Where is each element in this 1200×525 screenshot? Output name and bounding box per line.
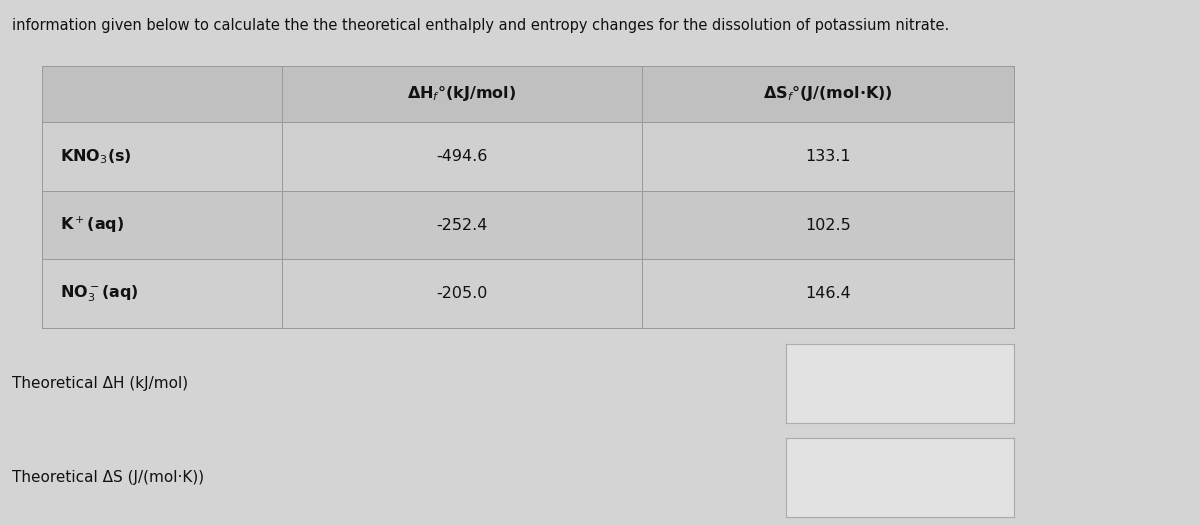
Text: 133.1: 133.1: [805, 149, 851, 164]
Text: -252.4: -252.4: [437, 217, 487, 233]
Text: 102.5: 102.5: [805, 217, 851, 233]
Text: KNO$_3$(s): KNO$_3$(s): [60, 147, 132, 166]
Text: K$^+$(aq): K$^+$(aq): [60, 215, 124, 235]
Text: Theoretical ΔS (J/(mol·K)): Theoretical ΔS (J/(mol·K)): [12, 470, 204, 485]
Text: -494.6: -494.6: [437, 149, 487, 164]
Text: information given below to calculate the the theoretical enthalply and entropy c: information given below to calculate the…: [12, 18, 949, 34]
Text: ΔH$_f$°(kJ/mol): ΔH$_f$°(kJ/mol): [408, 85, 516, 103]
Text: Theoretical ΔH (kJ/mol): Theoretical ΔH (kJ/mol): [12, 376, 188, 391]
Text: NO$_3^-$(aq): NO$_3^-$(aq): [60, 284, 139, 304]
Text: -205.0: -205.0: [437, 286, 487, 301]
Text: 146.4: 146.4: [805, 286, 851, 301]
Text: ΔS$_f$°(J/(mol·K)): ΔS$_f$°(J/(mol·K)): [763, 85, 893, 103]
